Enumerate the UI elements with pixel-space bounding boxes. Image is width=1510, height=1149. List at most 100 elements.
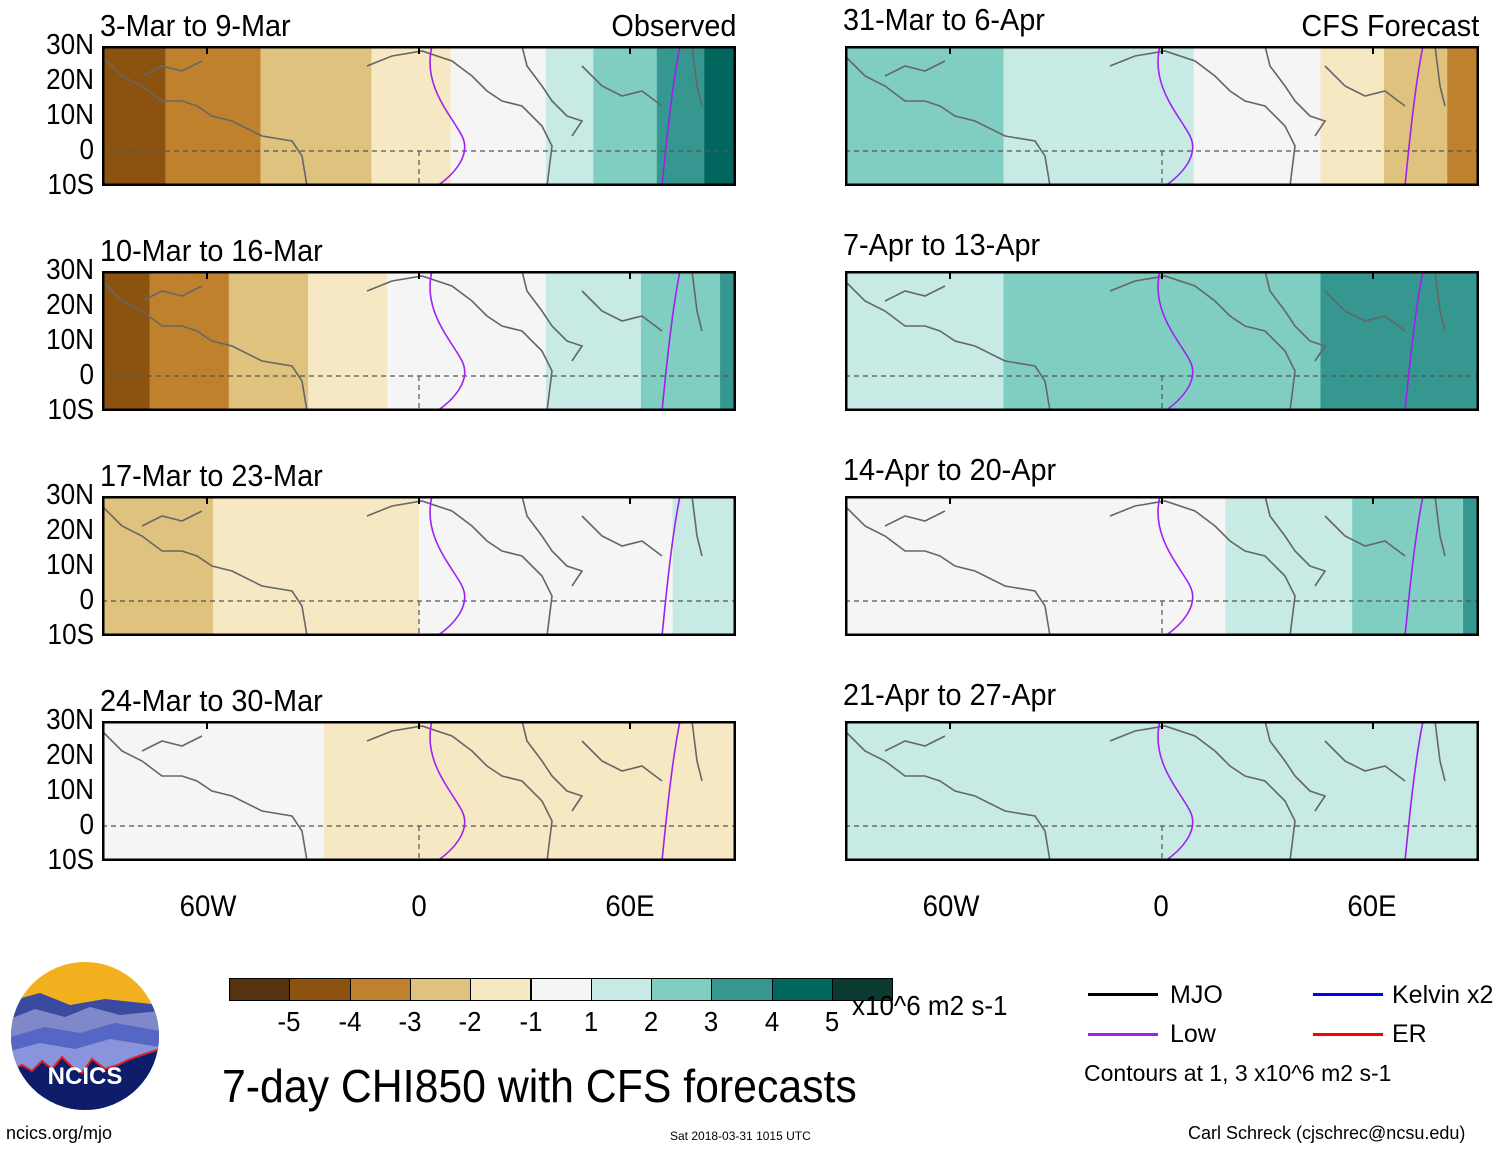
shading-cell (1114, 496, 1132, 636)
colorbar-tick-label: -5 (277, 1006, 301, 1037)
coastline (366, 275, 553, 411)
shading-cell (260, 496, 278, 636)
shading-cell (1320, 271, 1338, 411)
shading-cell (656, 721, 674, 861)
coastline (102, 280, 308, 411)
coastline (521, 496, 584, 587)
shading-cell (1383, 496, 1401, 636)
shading-cell (1082, 721, 1100, 861)
shading-cell (323, 721, 341, 861)
colorbar-bin (530, 978, 592, 1001)
shading-cell (403, 721, 420, 861)
shading-cell (1241, 271, 1259, 411)
shading-cell (860, 271, 878, 411)
shading-cell (323, 271, 341, 411)
shading-cell (1225, 496, 1243, 636)
colorbar-units: x10^6 m2 s-1 (852, 990, 1008, 1021)
shading-cell (339, 46, 357, 186)
coastline (521, 46, 584, 137)
y-tick-label: 10N (46, 99, 94, 131)
y-tick-label: 20N (46, 64, 94, 96)
shading-cell (1114, 46, 1132, 186)
shading-cell (371, 46, 389, 186)
shading-cell (1019, 271, 1037, 411)
shading-cell (260, 721, 278, 861)
shading-cell (1431, 496, 1449, 636)
coastline (1324, 290, 1406, 332)
shading-cell (1304, 271, 1322, 411)
low-contour (1404, 721, 1424, 861)
shading-cell (625, 721, 642, 861)
panel-title-obs1: 3-Mar to 9-Mar (100, 8, 291, 43)
shading-cell (482, 496, 500, 636)
shading-cell (876, 271, 894, 411)
shading-cell (1447, 721, 1465, 861)
shading-cell (1415, 271, 1433, 411)
shading-cell (593, 271, 611, 411)
shading-cell (355, 721, 373, 861)
map-panel-obs2 (102, 271, 736, 411)
colorbar-bin (409, 978, 472, 1001)
shading-cell (228, 496, 246, 636)
colorbar-bin (711, 978, 773, 1001)
shading-cell (1209, 496, 1227, 636)
shading-cell (308, 721, 325, 861)
shading-cell (1130, 721, 1148, 861)
coastline (102, 730, 308, 861)
shading-cell (149, 721, 167, 861)
legend-line-low (1088, 1033, 1158, 1036)
footer-url[interactable]: ncics.org/mjo (6, 1123, 113, 1143)
shading-cell (1352, 271, 1370, 411)
shading-cell (1288, 721, 1306, 861)
shading-cell (228, 46, 246, 186)
shading-cell (149, 46, 167, 186)
shading-cell (1288, 496, 1306, 636)
shading-cell (1082, 46, 1100, 186)
shading-cell (292, 46, 310, 186)
shading-cell (1114, 721, 1132, 861)
shading-cell (387, 46, 405, 186)
shading-cell (1320, 46, 1338, 186)
shading-cell (1336, 46, 1354, 186)
coastline (1264, 46, 1327, 137)
low-contour (1157, 496, 1194, 636)
shading-cell (971, 271, 989, 411)
shading-cell (117, 46, 135, 186)
shading-cell (1241, 496, 1259, 636)
coastline (1434, 496, 1446, 557)
y-tick-label: 20N (46, 514, 94, 546)
shading-cell (117, 496, 135, 636)
map-panel-obs4 (102, 721, 736, 861)
shading-cell (672, 46, 690, 186)
legend-line-mjo (1088, 993, 1158, 996)
shading-cell (1447, 271, 1465, 411)
shading-cell (323, 496, 341, 636)
shading-cell (845, 721, 862, 861)
panel-title-obs2: 10-Mar to 16-Mar (100, 233, 323, 268)
shading-cell (892, 271, 910, 411)
colorbar-tick-label: 5 (824, 1006, 840, 1037)
y-tick-label: 10S (47, 394, 94, 426)
shading-cell (1098, 496, 1116, 636)
shading-cell (704, 496, 722, 636)
shading-cell (1003, 46, 1021, 186)
shading-cell (860, 46, 878, 186)
low-contour (1404, 271, 1424, 411)
shading-cell (1146, 496, 1163, 636)
shading-cell (117, 271, 135, 411)
shading-cell (625, 46, 642, 186)
coastline (521, 271, 584, 362)
shading-cell (276, 721, 294, 861)
shading-cell (956, 46, 973, 186)
shading-cell (1035, 496, 1053, 636)
shading-cell (1209, 271, 1227, 411)
low-contour (1404, 496, 1424, 636)
shading-cell (1415, 721, 1433, 861)
shading-cell (387, 721, 405, 861)
shading-cell (1019, 721, 1037, 861)
shading-cell (482, 46, 500, 186)
shading-cell (1368, 721, 1385, 861)
y-tick-label: 20N (46, 289, 94, 321)
shading-cell (688, 721, 706, 861)
shading-cell (625, 271, 642, 411)
